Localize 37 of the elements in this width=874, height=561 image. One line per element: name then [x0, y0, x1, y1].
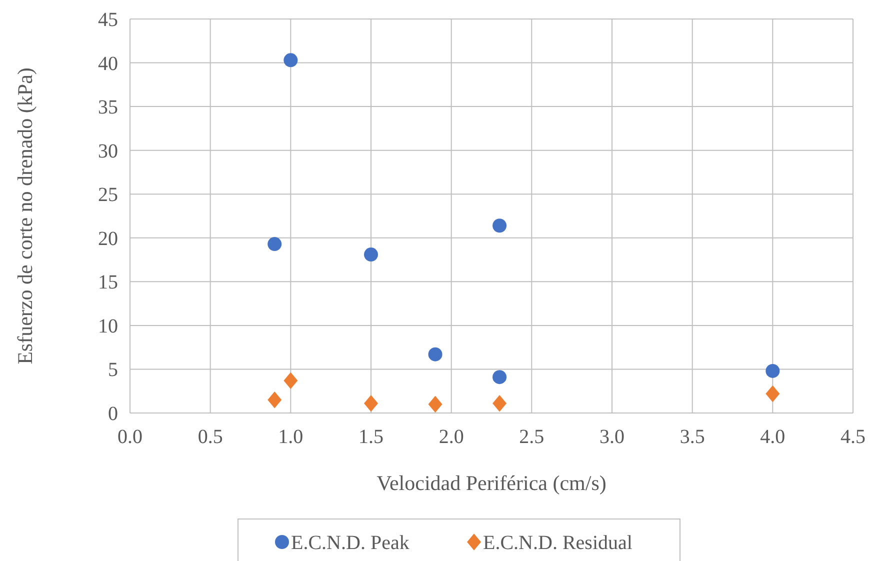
x-tick-label: 1.0: [278, 426, 304, 448]
y-tick-label: 0: [108, 403, 118, 425]
point: [766, 364, 780, 378]
point: [492, 218, 507, 233]
x-tick-label: 1.5: [358, 426, 384, 448]
x-tick-label: 3.0: [600, 426, 624, 448]
x-tick-label: 3.5: [680, 426, 705, 448]
legend-label: E.C.N.D. Peak: [291, 532, 410, 554]
y-tick-label: 10: [98, 315, 118, 338]
y-tick-label: 30: [98, 140, 118, 162]
point: [364, 394, 378, 412]
point: [428, 347, 442, 362]
x-tick-label: 2.0: [438, 426, 464, 448]
y-tick-label: 40: [98, 52, 118, 75]
x-tick-label: 0.5: [198, 426, 223, 448]
point: [364, 248, 378, 262]
point: [268, 391, 282, 408]
y-tick-label: 5: [108, 359, 118, 382]
point: [428, 396, 442, 413]
y-axis-title: Esfuerzo de corte no drenado (kPa): [13, 68, 37, 364]
y-tick-label: 35: [98, 96, 118, 119]
point: [766, 385, 780, 402]
y-tick-label: 15: [98, 272, 118, 294]
point: [492, 370, 507, 384]
x-axis-title: Velocidad Periférica (cm/s): [376, 471, 606, 495]
point: [268, 237, 282, 252]
point: [284, 53, 298, 68]
point: [284, 372, 298, 390]
x-tick-label: 2.5: [519, 426, 544, 448]
x-tick-label: 4.0: [760, 426, 786, 448]
x-tick-label: 0.0: [118, 426, 142, 448]
y-tick-label: 25: [98, 184, 118, 206]
legend-label: E.C.N.D. Residual: [483, 532, 633, 554]
y-tick-label: 20: [98, 228, 118, 250]
y-tick-label: 45: [98, 9, 118, 31]
x-tick-label: 4.5: [840, 426, 866, 448]
point: [492, 394, 507, 412]
